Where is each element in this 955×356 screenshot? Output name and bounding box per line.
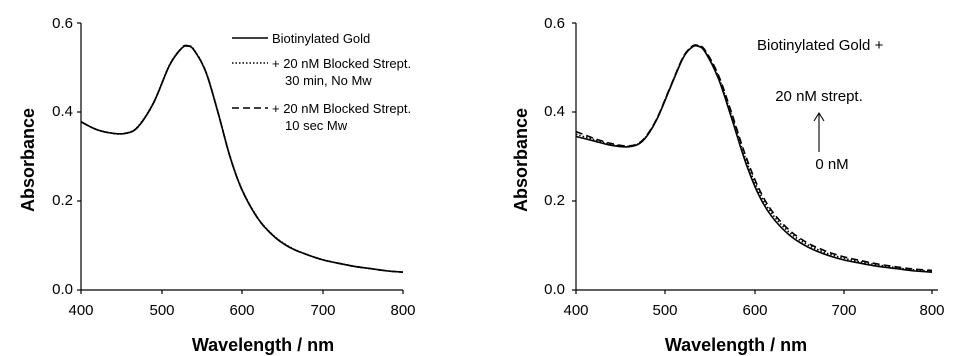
axis-ticks (572, 22, 933, 294)
x-tick-label: 700 (310, 302, 335, 319)
x-tick-label: 600 (229, 302, 254, 319)
x-tick-label: 500 (652, 302, 677, 319)
annotation-title: Biotinylated Gold + (757, 37, 884, 54)
axis-ticks (77, 22, 404, 294)
x-axis-label: Wavelength / nm (665, 335, 807, 355)
x-tick-label: 500 (149, 302, 174, 319)
chart-right: Absorbance Wavelength / nm 0.0 0.2 0.4 0… (511, 15, 945, 355)
y-tick-label: 0.2 (52, 192, 73, 209)
series-line-0nm (575, 44, 933, 273)
series-line-blocked-strept-10sec (80, 44, 404, 273)
x-tick-label: 400 (68, 302, 93, 319)
legend: Biotinylated Gold + 20 nM Blocked Strept… (232, 31, 411, 133)
legend-label: + 20 nM Blocked Strept. (272, 101, 411, 116)
y-tick-label: 0.0 (544, 281, 565, 298)
x-tick-label: 600 (742, 302, 767, 319)
legend-label: Biotinylated Gold (272, 31, 370, 46)
y-tick-label: 0.6 (544, 15, 565, 32)
series-line-20nm (575, 44, 933, 272)
series-line-mid (575, 44, 933, 273)
y-tick-label: 0.0 (52, 281, 73, 298)
annotation-bottom: 0 nM (815, 156, 848, 173)
chart-left: Absorbance Wavelength / nm 0.0 0.2 0.4 0… (18, 15, 416, 355)
y-tick-label: 0.4 (544, 103, 565, 120)
y-axis-label: Absorbance (18, 108, 38, 212)
legend-label-line2: 10 sec Mw (285, 118, 348, 133)
y-tick-label: 0.6 (52, 15, 73, 32)
x-axis-label: Wavelength / nm (192, 335, 334, 355)
annotation-top: 20 nM strept. (775, 88, 863, 105)
legend-label: + 20 nM Blocked Strept. (272, 56, 411, 71)
x-tick-label: 800 (390, 302, 415, 319)
x-tick-label: 700 (831, 302, 856, 319)
y-tick-label: 0.2 (544, 192, 565, 209)
x-tick-label: 800 (919, 302, 944, 319)
y-tick-label: 0.4 (52, 103, 73, 120)
y-axis-label: Absorbance (511, 108, 531, 212)
annotation-arrow (813, 111, 825, 152)
x-tick-label: 400 (563, 302, 588, 319)
legend-label-line2: 30 min, No Mw (285, 73, 372, 88)
